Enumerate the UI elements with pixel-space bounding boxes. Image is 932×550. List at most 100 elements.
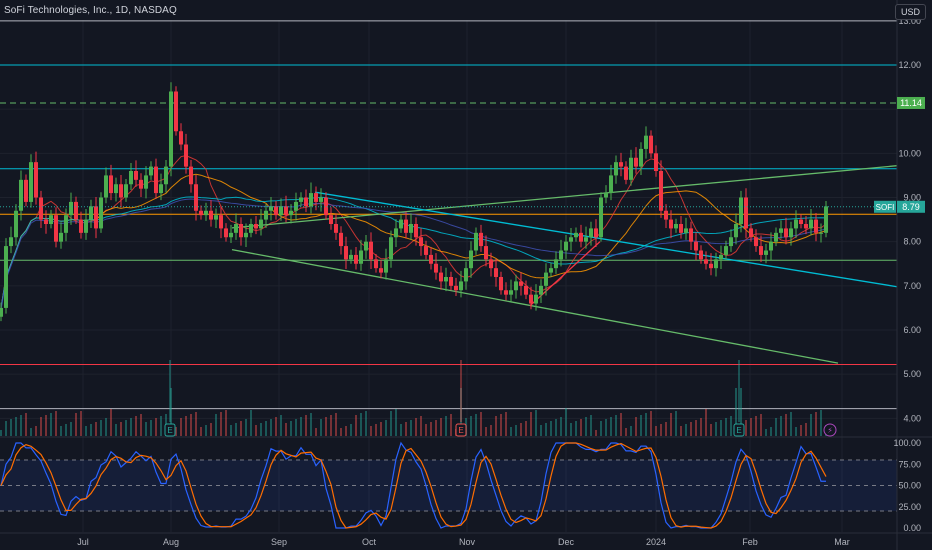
volume-bar: [650, 411, 652, 436]
volume-bars: [0, 388, 827, 436]
candle-body: [204, 210, 208, 216]
volume-bar: [585, 417, 587, 436]
candle-body: [49, 215, 53, 224]
candle-body: [209, 210, 213, 220]
volume-bar: [580, 419, 582, 436]
volume-bar: [625, 428, 627, 436]
candle-body: [584, 237, 588, 242]
candle-body: [459, 281, 463, 291]
candle-body: [594, 228, 598, 238]
level-price-badge: [897, 96, 925, 109]
volume-bar: [775, 418, 777, 436]
volume-bar: [85, 426, 87, 436]
volume-bar: [610, 417, 612, 436]
candle-body: [384, 259, 388, 273]
volume-bar: [355, 415, 357, 436]
stoch-tick-label: 75.00: [898, 459, 921, 469]
candle-body: [99, 197, 103, 229]
volume-bar: [435, 420, 437, 436]
candle-body: [129, 171, 133, 185]
candle-body: [319, 197, 323, 202]
candle-body: [444, 277, 448, 282]
candle-body: [94, 206, 98, 229]
volume-bar: [335, 413, 337, 436]
volume-bar: [70, 422, 72, 436]
volume-bar: [485, 427, 487, 436]
candle-body: [474, 232, 478, 251]
time-axis[interactable]: Jul Aug Sep Oct Nov Dec 2024 Feb Mar: [0, 532, 932, 547]
currency-badge[interactable]: USD: [894, 4, 926, 20]
candle-body: [249, 224, 253, 233]
volume-bar: [375, 424, 377, 436]
candle-body: [114, 184, 118, 194]
candle-body: [439, 272, 443, 282]
volume-bar: [765, 429, 767, 436]
stoch-tick-label: 50.00: [898, 481, 921, 491]
symbol-badge: [874, 200, 896, 213]
candle-body: [709, 263, 713, 269]
volume-bar: [230, 425, 232, 436]
candle-body: [54, 215, 58, 242]
volume-bar: [600, 421, 602, 436]
trendlines[interactable]: [231, 165, 898, 364]
event-markers[interactable]: E E E ⚡: [164, 360, 837, 437]
volume-bar: [80, 411, 82, 436]
volume-bar: [615, 415, 617, 436]
volume-bar: [495, 416, 497, 436]
candle-body: [179, 131, 183, 145]
volume-bar: [440, 418, 442, 436]
volume-bar: [565, 408, 567, 436]
candle-body: [614, 162, 618, 176]
candle-body: [454, 285, 458, 291]
dividend-marker: ⚡: [823, 423, 837, 437]
candle-body: [544, 272, 548, 286]
candle-body: [624, 166, 628, 180]
volume-bar: [235, 423, 237, 436]
time-tick-label: Jul: [77, 537, 89, 547]
volume-bar: [265, 421, 267, 436]
time-tick-label: Feb: [742, 537, 758, 547]
candle-body: [434, 263, 438, 273]
volume-bar: [0, 430, 2, 436]
volume-bar: [10, 419, 12, 436]
volume-bar: [160, 416, 162, 436]
volume-bar: [315, 428, 317, 436]
volume-bar: [535, 410, 537, 436]
volume-bar: [350, 424, 352, 436]
price-tick-label: 10.00: [898, 148, 921, 158]
last-price-badge: [897, 200, 925, 213]
candle-body: [289, 210, 293, 216]
candle-body: [409, 224, 413, 233]
candle-body: [619, 162, 623, 167]
volume-bar: [710, 424, 712, 436]
volume-bar: [40, 417, 42, 436]
candlesticks: [0, 82, 828, 322]
earnings-marker: E: [733, 360, 745, 437]
candle-body: [399, 219, 403, 229]
volume-bar: [150, 420, 152, 436]
volume-bar: [215, 414, 217, 436]
volume-bar: [705, 409, 707, 436]
candle-body: [654, 153, 658, 171]
chart-title: SoFi Technologies, Inc., 1D, NASDAQ: [4, 5, 177, 16]
candle-body: [554, 259, 558, 269]
candle-body: [529, 294, 533, 304]
volume-bar: [750, 418, 752, 436]
volume-bar: [25, 413, 27, 436]
volume-bar: [510, 427, 512, 436]
candle-body: [4, 246, 8, 308]
volume-bar: [55, 411, 57, 436]
price-tick-label: 6.00: [903, 325, 921, 335]
volume-bar: [170, 388, 172, 436]
candle-body: [44, 219, 48, 224]
volume-bar: [590, 415, 592, 436]
volume-bar: [605, 419, 607, 436]
candle-body: [639, 148, 643, 167]
volume-bar: [665, 422, 667, 436]
candle-body: [174, 91, 178, 132]
candle-body: [184, 144, 188, 167]
candle-body: [234, 224, 238, 233]
volume-bar: [260, 423, 262, 436]
